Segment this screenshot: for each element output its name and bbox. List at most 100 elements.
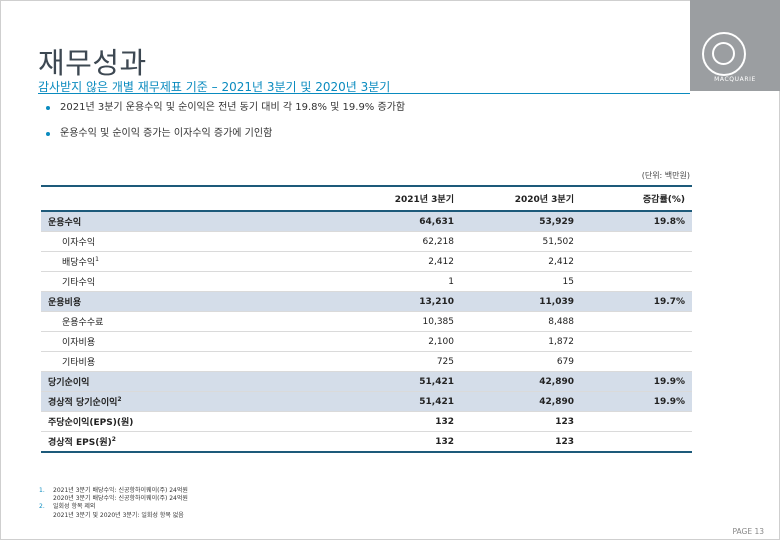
cell-2020q3: 42,890 (461, 391, 581, 412)
row-label: 이자수익 (41, 231, 251, 252)
cell-change (581, 231, 692, 252)
cell-2020q3-text: 42,890 (539, 396, 574, 407)
table-row: 운용비용 13,210 11,039 19.7% (41, 291, 692, 312)
cell-2020q3: 1,872 (461, 331, 581, 352)
cell-2020q3: 53,929 (461, 211, 581, 232)
row-label-text: 주당순이익(EPS)(원) (48, 418, 134, 428)
footnote-text: 2021년 3분기 배당수익: 신공항하이웨이(주) 24억원 (53, 487, 188, 494)
cell-2020q3-text: 15 (562, 276, 574, 287)
row-label-text: 운용수수료 (62, 318, 104, 328)
footnote-1: 1. 2021년 3분기 배당수익: 신공항하이웨이(주) 24억원 (39, 487, 188, 495)
unit-label: (단위: 백만원) (641, 171, 690, 180)
table-row: 주당순이익(EPS)(원) 132 123 (41, 411, 692, 432)
row-label-text: 경상적 당기순이익 (48, 398, 118, 408)
cell-2020q3-text: 53,929 (539, 216, 574, 227)
cell-change: 19.7% (581, 291, 692, 312)
row-label-text: 경상적 EPS(원) (48, 438, 112, 448)
footnote-ref: 1 (95, 256, 99, 263)
table-row: 당기순이익 51,421 42,890 19.9% (41, 371, 692, 392)
footnote-text: 일회성 항목 제외 (53, 503, 96, 511)
footnote-number: 1. (39, 487, 45, 494)
row-label: 이자비용 (41, 331, 251, 352)
cell-2021q3-text: 10,385 (422, 316, 455, 327)
cell-2020q3: 679 (461, 351, 581, 372)
table-row: 기타비용 725 679 (41, 351, 692, 372)
cell-change (581, 311, 692, 332)
row-label-text: 기타비용 (62, 358, 96, 368)
cell-change: 19.9% (581, 371, 692, 392)
cell-2020q3-text: 123 (555, 416, 574, 427)
cell-2021q3-text: 132 (435, 436, 454, 447)
row-label: 경상적 당기순이익2 (41, 391, 251, 412)
footnote-1-cont: 2020년 3분기 배당수익: 신공항하이웨이(주) 24억원 (39, 495, 188, 503)
row-label-text: 이자수익 (62, 238, 96, 248)
cell-2021q3: 2,100 (251, 331, 461, 352)
footnote-ref: 2 (111, 436, 116, 443)
footnote-2: 2. 일회성 항목 제외 (39, 503, 188, 511)
table-row: 운용수익 64,631 53,929 19.8% (41, 211, 692, 232)
cell-2021q3-text: 2,412 (428, 256, 454, 267)
cell-2021q3: 132 (251, 411, 461, 432)
bullet-list: 2021년 3분기 운용수익 및 순이익은 전년 동기 대비 각 19.8% 및… (44, 101, 405, 153)
table-row: 운용수수료 10,385 8,488 (41, 311, 692, 332)
cell-2020q3-text: 679 (556, 356, 574, 367)
row-label: 경상적 EPS(원)2 (41, 431, 251, 453)
cell-change (581, 351, 692, 372)
logo-text: MACQUARIE (714, 76, 756, 83)
cell-2020q3: 8,488 (461, 311, 581, 332)
header-change: 증감률(%) (581, 185, 692, 212)
cell-2020q3-text: 51,502 (542, 236, 575, 247)
table-row: 이자비용 2,100 1,872 (41, 331, 692, 352)
footnote-ref: 2 (117, 396, 122, 403)
cell-2021q3-text: 62,218 (422, 236, 455, 247)
cell-2020q3: 11,039 (461, 291, 581, 312)
cell-change (581, 251, 692, 272)
cell-2021q3-text: 2,100 (428, 336, 454, 347)
table-header-row: 2021년 3분기 2020년 3분기 증감률(%) (41, 185, 692, 212)
row-label: 배당수익1 (41, 251, 251, 272)
cell-2021q3: 132 (251, 431, 461, 453)
row-label-text: 운용비용 (48, 298, 82, 308)
bullet-dot-icon (46, 132, 50, 136)
cell-2021q3: 64,631 (251, 211, 461, 232)
footnotes: 1. 2021년 3분기 배당수익: 신공항하이웨이(주) 24억원 2020년… (39, 487, 188, 520)
cell-2021q3-text: 51,421 (419, 396, 454, 407)
cell-2021q3-text: 51,421 (419, 376, 454, 387)
bullet-text: 2021년 3분기 운용수익 및 순이익은 전년 동기 대비 각 19.8% 및… (60, 102, 406, 113)
cell-2020q3: 51,502 (461, 231, 581, 252)
cell-2021q3: 10,385 (251, 311, 461, 332)
row-label: 운용비용 (41, 291, 251, 312)
cell-2020q3-text: 2,412 (548, 256, 574, 267)
cell-2020q3-text: 11,039 (539, 296, 574, 307)
cell-2020q3-text: 123 (555, 436, 574, 447)
cell-2021q3: 1 (251, 271, 461, 292)
cell-2021q3-text: 132 (435, 416, 454, 427)
footnote-text: 2020년 3분기 배당수익: 신공항하이웨이(주) 24억원 (53, 495, 188, 503)
table-row: 이자수익 62,218 51,502 (41, 231, 692, 252)
row-label-text: 운용수익 (48, 218, 82, 228)
cell-change (581, 431, 692, 453)
cell-change: 19.8% (581, 211, 692, 232)
bullet-text: 운용수익 및 순이익 증가는 이자수익 증가에 기인함 (60, 128, 273, 139)
cell-2021q3: 51,421 (251, 391, 461, 412)
row-label: 운용수익 (41, 211, 251, 232)
footnote-number: 2. (39, 503, 45, 511)
cell-2020q3: 42,890 (461, 371, 581, 392)
cell-change-text: 19.7% (653, 296, 685, 307)
page-title: 재무성과 (38, 46, 147, 80)
cell-2020q3: 123 (461, 431, 581, 453)
cell-2020q3: 123 (461, 411, 581, 432)
cell-change-text: 19.8% (653, 216, 685, 227)
table-body: 운용수익 64,631 53,929 19.8% 이자수익 62,218 51,502 배당수… (41, 211, 692, 453)
bullet-dot-icon (46, 106, 50, 110)
cell-change (581, 271, 692, 292)
header-2021q3: 2021년 3분기 (251, 185, 461, 212)
table-row: 배당수익1 2,412 2,412 (41, 251, 692, 272)
row-label: 운용수수료 (41, 311, 251, 332)
cell-2020q3: 2,412 (461, 251, 581, 272)
title-divider (38, 93, 690, 94)
row-label-text: 당기순이익 (48, 378, 90, 388)
cell-2021q3-text: 13,210 (419, 296, 454, 307)
cell-2021q3-text: 1 (448, 276, 454, 287)
cell-change-text: 19.9% (653, 376, 685, 387)
